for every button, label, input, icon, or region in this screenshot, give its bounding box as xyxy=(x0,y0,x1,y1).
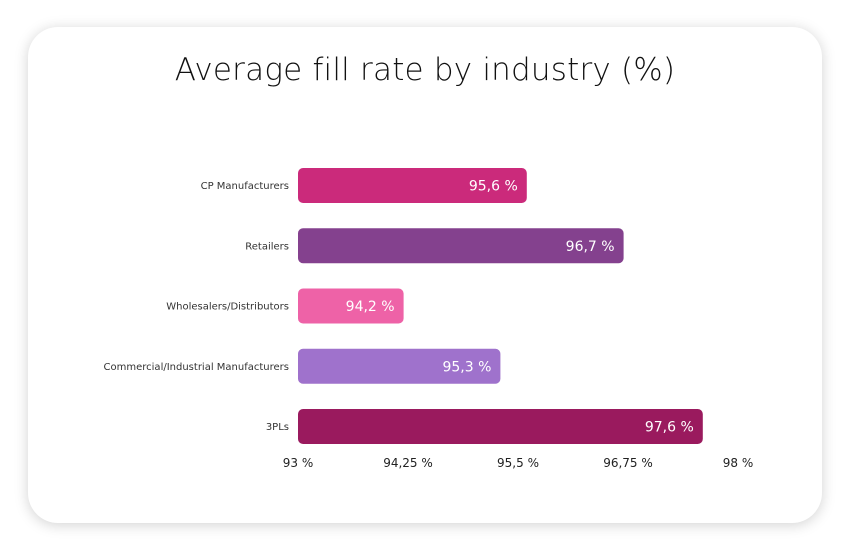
bar xyxy=(298,288,404,324)
x-tick-label: 93 % xyxy=(283,456,314,470)
chart-title: Average fill rate by industry (%) xyxy=(174,52,676,88)
category-label: CP Manufacturers xyxy=(201,181,289,192)
x-tick-label: 96,75 % xyxy=(603,456,653,470)
data-label: 95,3 % xyxy=(442,359,491,375)
x-tick-label: 98 % xyxy=(723,456,754,470)
bar xyxy=(298,409,703,444)
x-tick-label: 94,25 % xyxy=(383,456,433,470)
category-label: 3PLs xyxy=(266,422,289,433)
bar xyxy=(298,228,624,264)
category-label: Retailers xyxy=(245,241,289,252)
data-label: 95,6 % xyxy=(469,179,518,195)
category-label: Wholesalers/Distributors xyxy=(166,302,289,313)
bar xyxy=(298,348,501,384)
category-label: Commercial/Industrial Manufacturers xyxy=(104,362,289,373)
data-label: 97,6 % xyxy=(645,420,694,436)
data-label: 96,7 % xyxy=(566,239,615,255)
bar xyxy=(298,168,527,203)
data-label: 94,2 % xyxy=(346,299,395,315)
x-tick-label: 95,5 % xyxy=(497,456,539,470)
